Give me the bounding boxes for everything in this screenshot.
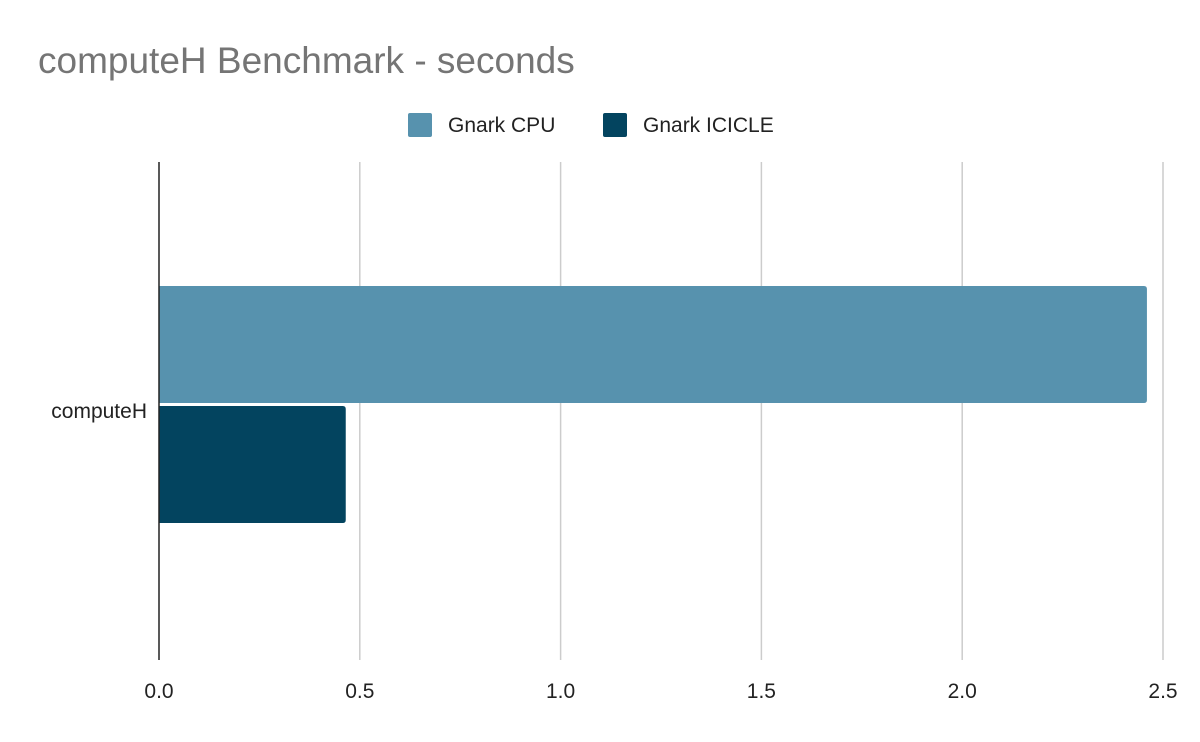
x-tick-label: 2.5 [1148, 680, 1177, 703]
bar-gnark-cpu [159, 285, 1147, 403]
legend: Gnark CPU Gnark ICICLE [408, 113, 774, 137]
gridlines [359, 162, 1164, 660]
x-tick-label: 0.0 [144, 680, 173, 703]
category-label: computeH [51, 400, 147, 423]
legend-label: Gnark ICICLE [643, 114, 774, 137]
x-tick-label: 1.5 [747, 680, 776, 703]
legend-swatch [408, 113, 432, 137]
x-tick-label: 0.5 [345, 680, 374, 703]
x-tick-labels: 0.0 0.5 1.0 1.5 2.0 2.5 [144, 680, 1177, 703]
bars [159, 285, 1147, 524]
x-tick-label: 2.0 [948, 680, 977, 703]
category-labels: computeH [51, 400, 147, 423]
legend-label: Gnark CPU [448, 114, 555, 137]
bar-gnark-icicle [159, 406, 346, 524]
x-tick-label: 1.0 [546, 680, 575, 703]
chart-title: computeH Benchmark - seconds [38, 40, 575, 81]
legend-swatch [603, 113, 627, 137]
